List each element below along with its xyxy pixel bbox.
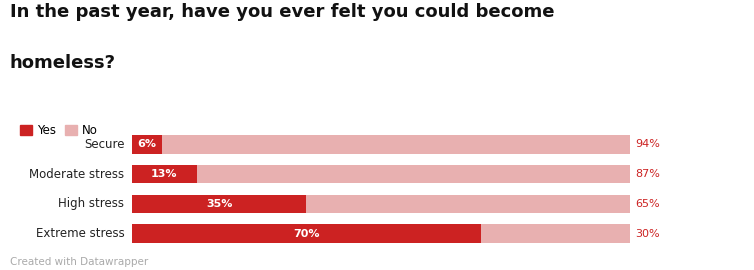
Text: 94%: 94% (635, 139, 660, 150)
Bar (162, 135, 630, 154)
Text: 65%: 65% (635, 199, 660, 209)
Bar (132, 224, 481, 243)
Text: 30%: 30% (635, 228, 660, 239)
Text: homeless?: homeless? (10, 54, 116, 72)
Text: 87%: 87% (635, 169, 660, 179)
Text: In the past year, have you ever felt you could become: In the past year, have you ever felt you… (10, 3, 554, 21)
Bar (197, 165, 630, 183)
Text: Created with Datawrapper: Created with Datawrapper (10, 257, 148, 267)
Text: Extreme stress: Extreme stress (35, 227, 124, 240)
Text: 6%: 6% (137, 139, 156, 150)
Text: 70%: 70% (293, 228, 320, 239)
Text: Moderate stress: Moderate stress (29, 168, 124, 181)
Text: High stress: High stress (59, 197, 124, 210)
Bar (132, 165, 197, 183)
Bar (306, 195, 630, 213)
Text: Secure: Secure (84, 138, 124, 151)
Bar (481, 224, 630, 243)
Bar (132, 195, 306, 213)
Text: 35%: 35% (206, 199, 232, 209)
Legend: Yes, No: Yes, No (16, 119, 103, 142)
Bar (132, 135, 162, 154)
Text: 13%: 13% (151, 169, 178, 179)
